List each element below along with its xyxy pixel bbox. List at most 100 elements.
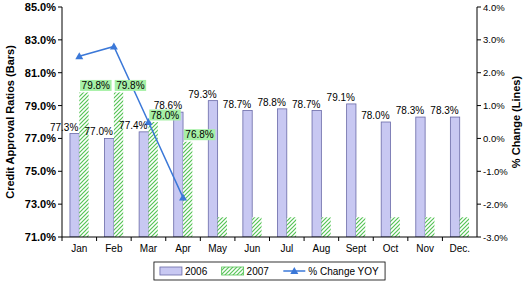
bar bbox=[183, 142, 192, 237]
y2-tick-label: -1.0% bbox=[483, 166, 508, 177]
data-label: 77.4% bbox=[119, 120, 147, 131]
x-tick-label: Apr bbox=[175, 243, 191, 254]
x-tick-label: Nov bbox=[416, 243, 434, 254]
legend-item: 2006 bbox=[160, 266, 208, 277]
bar bbox=[391, 217, 400, 237]
bar bbox=[321, 217, 330, 237]
y-tick bbox=[58, 39, 62, 40]
bar bbox=[174, 112, 183, 237]
y-tick-label: 79.0% bbox=[25, 100, 56, 112]
y2-tick bbox=[477, 105, 481, 106]
bar bbox=[218, 217, 227, 237]
bar bbox=[356, 217, 365, 237]
y2-tick bbox=[477, 7, 481, 8]
x-tick bbox=[165, 237, 166, 241]
data-label: 78.8% bbox=[257, 97, 285, 108]
y2-tick-label: 3.0% bbox=[483, 34, 505, 45]
data-label: 78.3% bbox=[396, 105, 424, 116]
bar bbox=[70, 134, 79, 238]
y-tick bbox=[58, 7, 62, 8]
data-label: 76.8% bbox=[185, 129, 213, 140]
data-label: 78.0% bbox=[151, 110, 179, 121]
bar bbox=[460, 217, 469, 237]
axes: 71.0%73.0%75.0%77.0%79.0%81.0%83.0%85.0%… bbox=[25, 1, 509, 254]
data-label: 79.8% bbox=[82, 80, 110, 91]
y-tick bbox=[58, 237, 62, 238]
y-tick-label: 71.0% bbox=[25, 231, 56, 243]
y2-tick-label: -3.0% bbox=[483, 232, 508, 243]
bar bbox=[252, 217, 261, 237]
x-tick-label: Feb bbox=[105, 243, 123, 254]
y-tick-label: 83.0% bbox=[25, 34, 56, 46]
y2-tick bbox=[477, 138, 481, 139]
data-label: 78.3% bbox=[430, 105, 458, 116]
bar bbox=[381, 122, 390, 237]
plot-marks bbox=[70, 42, 469, 237]
legend-swatch bbox=[222, 267, 244, 275]
y2-tick bbox=[477, 39, 481, 40]
bar bbox=[139, 132, 148, 237]
y-tick bbox=[58, 105, 62, 106]
y2-axis-title: % Change (Lines) bbox=[510, 76, 522, 169]
legend-swatch bbox=[160, 267, 182, 275]
x-tick bbox=[131, 237, 132, 241]
x-tick bbox=[407, 237, 408, 241]
data-label-box bbox=[149, 110, 180, 121]
x-tick-label: Aug bbox=[312, 243, 330, 254]
data-label: 79.3% bbox=[188, 89, 216, 100]
bar bbox=[243, 111, 252, 238]
bar bbox=[114, 92, 123, 237]
marker bbox=[179, 194, 187, 201]
y-axis-title: Credit Approval Ratios (Bars) bbox=[4, 45, 16, 199]
y2-tick bbox=[477, 72, 481, 73]
y-tick bbox=[58, 72, 62, 73]
marker bbox=[75, 52, 83, 59]
y-tick bbox=[58, 138, 62, 139]
x-tick bbox=[304, 237, 305, 241]
chart: 71.0%73.0%75.0%77.0%79.0%81.0%83.0%85.0%… bbox=[0, 0, 528, 289]
data-label: 78.7% bbox=[223, 99, 251, 110]
x-tick-label: May bbox=[208, 243, 227, 254]
data-label-box bbox=[184, 129, 215, 140]
y2-tick-label: 4.0% bbox=[483, 2, 505, 13]
marker bbox=[110, 42, 118, 49]
x-tick bbox=[200, 237, 201, 241]
y-tick bbox=[58, 204, 62, 205]
legend-label: 2007 bbox=[247, 266, 270, 277]
bar bbox=[287, 217, 296, 237]
y-tick-label: 81.0% bbox=[25, 67, 56, 79]
line bbox=[79, 46, 183, 197]
y2-tick-label: 0.0% bbox=[483, 133, 505, 144]
x-tick-label: Dec. bbox=[449, 243, 470, 254]
y2-axis-line bbox=[477, 7, 478, 237]
y2-tick bbox=[477, 171, 481, 172]
legend-marker bbox=[290, 267, 298, 274]
legend-label: % Change YOY bbox=[308, 266, 379, 277]
legend: 2006 2007 % Change YOY bbox=[154, 262, 385, 280]
legend-label: 2006 bbox=[185, 266, 208, 277]
x-tick-label: Jun bbox=[244, 243, 260, 254]
data-label-box bbox=[115, 80, 146, 91]
bar bbox=[450, 117, 459, 237]
bar bbox=[425, 217, 434, 237]
data-label: 78.7% bbox=[292, 99, 320, 110]
x-tick bbox=[269, 237, 270, 241]
data-label-box bbox=[80, 80, 111, 91]
y2-tick-label: 1.0% bbox=[483, 100, 505, 111]
y-tick-label: 75.0% bbox=[25, 165, 56, 177]
data-label: 78.0% bbox=[361, 110, 389, 121]
x-tick bbox=[234, 237, 235, 241]
y2-tick bbox=[477, 237, 481, 238]
data-labels: 77.3%77.0%77.4%78.6%79.3%78.7%78.8%78.7%… bbox=[50, 80, 459, 140]
bar bbox=[277, 109, 286, 237]
bar bbox=[105, 138, 114, 237]
y-tick bbox=[58, 171, 62, 172]
x-tick bbox=[62, 237, 63, 241]
data-label: 77.3% bbox=[50, 122, 78, 133]
x-tick bbox=[442, 237, 443, 241]
bar bbox=[347, 104, 356, 237]
legend-frame bbox=[154, 262, 385, 280]
data-label: 77.0% bbox=[85, 126, 113, 137]
bar bbox=[208, 101, 217, 237]
y2-tick-label: -2.0% bbox=[483, 199, 508, 210]
